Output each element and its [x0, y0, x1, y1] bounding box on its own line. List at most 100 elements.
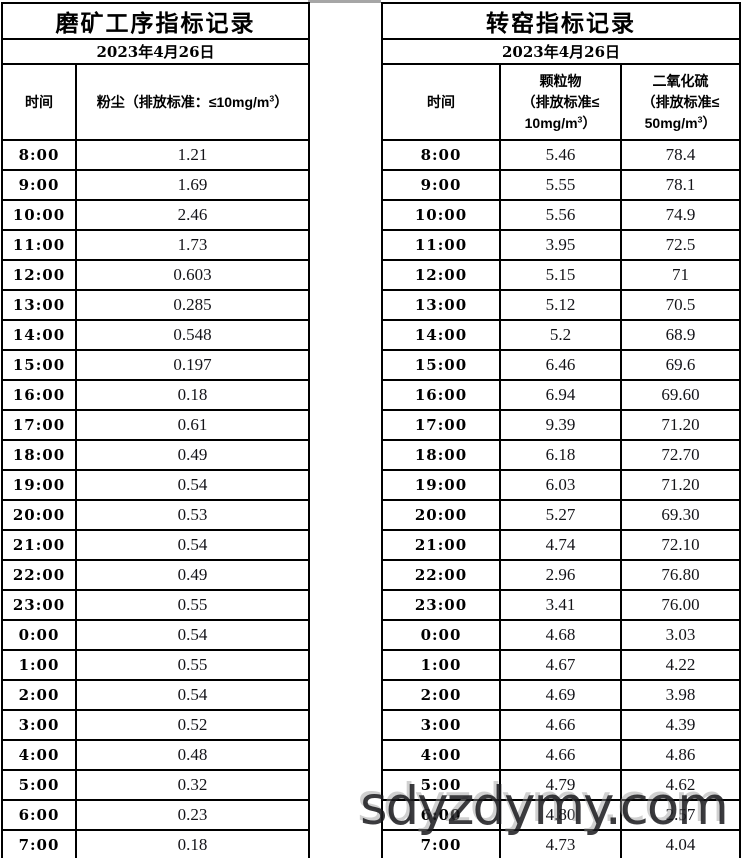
so2-value-cell: 76.80 — [619, 559, 741, 591]
pm-value-cell: 4.73 — [499, 829, 622, 858]
time-cell: 17:00 — [1, 409, 77, 441]
so2-value-cell: 69.60 — [619, 379, 741, 411]
so2-header-line2: （排放标准≤ — [641, 93, 720, 110]
pm-value-cell: 2.96 — [499, 559, 622, 591]
time-column-header: 时间 — [1, 63, 77, 141]
pm-value-cell: 3.41 — [499, 589, 622, 621]
time-cell: 16:00 — [1, 379, 77, 411]
kiln-table-header-row: 时间 颗粒物 （排放标准≤ 10mg/m3） 二氧化硫 （排放标准≤ 50mg/… — [381, 63, 741, 141]
pm-value-cell: 4.67 — [499, 649, 622, 681]
time-cell: 8:00 — [1, 139, 77, 171]
time-cell: 15:00 — [1, 349, 77, 381]
table-row: 0:00 4.68 3.03 — [381, 619, 741, 651]
time-cell: 21:00 — [381, 529, 501, 561]
pm-value-cell: 6.18 — [499, 439, 622, 471]
dust-value-cell: 1.69 — [75, 169, 310, 201]
table-row: 6:00 0.23 — [1, 799, 310, 831]
so2-value-cell: 72.5 — [619, 229, 741, 261]
dust-value-cell: 0.18 — [75, 829, 310, 858]
time-cell: 6:00 — [1, 799, 77, 831]
time-cell: 3:00 — [381, 709, 501, 741]
time-cell: 10:00 — [1, 199, 77, 231]
dust-value-cell: 0.55 — [75, 649, 310, 681]
dust-value-cell: 0.548 — [75, 319, 310, 351]
dust-header-close: ） — [274, 93, 289, 110]
so2-header-superscript: 3 — [697, 113, 703, 124]
so2-value-cell: 3.98 — [619, 679, 741, 711]
so2-value-cell: 71 — [619, 259, 741, 291]
table-row: 2:00 4.69 3.98 — [381, 679, 741, 711]
dust-value-cell: 2.46 — [75, 199, 310, 231]
time-cell: 7:00 — [1, 829, 77, 858]
table-row: 10:00 5.56 74.9 — [381, 199, 741, 231]
pm-value-cell: 5.12 — [499, 289, 622, 321]
pm-value-cell: 5.55 — [499, 169, 622, 201]
time-cell: 14:00 — [1, 319, 77, 351]
pm-value-cell: 6.03 — [499, 469, 622, 501]
dust-value-cell: 0.54 — [75, 619, 310, 651]
dust-value-cell: 0.49 — [75, 559, 310, 591]
time-cell: 0:00 — [1, 619, 77, 651]
grinding-table-title: 磨矿工序指标记录 — [1, 2, 310, 40]
so2-value-cell: 4.86 — [619, 739, 741, 771]
dust-header-text: 粉尘（排放标准：≤10mg/m — [96, 93, 270, 110]
grinding-table-date-row: 2023年4月26日 — [1, 38, 310, 65]
time-cell: 11:00 — [1, 229, 77, 261]
time-cell: 21:00 — [1, 529, 77, 561]
time-cell: 10:00 — [381, 199, 501, 231]
table-row: 2:00 0.54 — [1, 679, 310, 711]
pm-header-line1: 颗粒物 — [539, 72, 582, 89]
time-cell: 13:00 — [1, 289, 77, 321]
table-row: 23:00 3.41 76.00 — [381, 589, 741, 621]
dust-value-cell: 0.197 — [75, 349, 310, 381]
time-cell: 12:00 — [381, 259, 501, 291]
dust-value-cell: 1.21 — [75, 139, 310, 171]
so2-value-cell: 70.5 — [619, 289, 741, 321]
table-row: 1:00 4.67 4.22 — [381, 649, 741, 681]
table-row: 3:00 0.52 — [1, 709, 310, 741]
pm-value-cell: 6.46 — [499, 349, 622, 381]
time-cell: 9:00 — [381, 169, 501, 201]
time-cell: 11:00 — [381, 229, 501, 261]
time-cell: 1:00 — [1, 649, 77, 681]
so2-value-cell: 68.9 — [619, 319, 741, 351]
pm-value-cell: 3.95 — [499, 229, 622, 261]
pm-value-cell: 4.79 — [499, 769, 622, 801]
time-cell: 17:00 — [381, 409, 501, 441]
table-row: 17:00 0.61 — [1, 409, 310, 441]
time-cell: 8:00 — [381, 139, 501, 171]
pm-value-cell: 4.69 — [499, 679, 622, 711]
table-row: 20:00 0.53 — [1, 499, 310, 531]
time-cell: 23:00 — [1, 589, 77, 621]
table-row: 20:00 5.27 69.30 — [381, 499, 741, 531]
so2-header-line1: 二氧化硫 — [652, 72, 709, 89]
table-row: 0:00 0.54 — [1, 619, 310, 651]
so2-value-cell: 76.00 — [619, 589, 741, 621]
so2-value-cell: 71.20 — [619, 469, 741, 501]
time-cell: 3:00 — [1, 709, 77, 741]
so2-value-cell: 2.57 — [619, 799, 741, 831]
pm-header-close: ） — [582, 114, 597, 131]
table-row: 21:00 4.74 72.10 — [381, 529, 741, 561]
dust-value-cell: 0.23 — [75, 799, 310, 831]
kiln-table-title: 转窑指标记录 — [380, 2, 741, 40]
pm-value-cell: 5.46 — [499, 139, 622, 171]
time-cell: 0:00 — [381, 619, 501, 651]
time-cell: 13:00 — [381, 289, 501, 321]
so2-value-cell: 72.10 — [619, 529, 741, 561]
time-cell: 16:00 — [381, 379, 501, 411]
time-cell: 20:00 — [381, 499, 501, 531]
grinding-table-header-row: 时间 粉尘（排放标准：≤10mg/m3） — [1, 63, 310, 141]
table-row: 14:00 5.2 68.9 — [381, 319, 741, 351]
kiln-table-date: 2023年4月26日 — [380, 38, 741, 65]
pm-value-cell: 5.56 — [499, 199, 622, 231]
dust-column-header: 粉尘（排放标准：≤10mg/m3） — [75, 63, 310, 141]
table-row: 9:00 5.55 78.1 — [381, 169, 741, 201]
time-cell: 5:00 — [381, 769, 501, 801]
table-row: 18:00 6.18 72.70 — [381, 439, 741, 471]
dust-header-superscript: 3 — [269, 92, 275, 103]
dust-value-cell: 0.55 — [75, 589, 310, 621]
so2-value-cell: 74.9 — [619, 199, 741, 231]
table-row: 17:00 9.39 71.20 — [381, 409, 741, 441]
so2-value-cell: 71.20 — [619, 409, 741, 441]
